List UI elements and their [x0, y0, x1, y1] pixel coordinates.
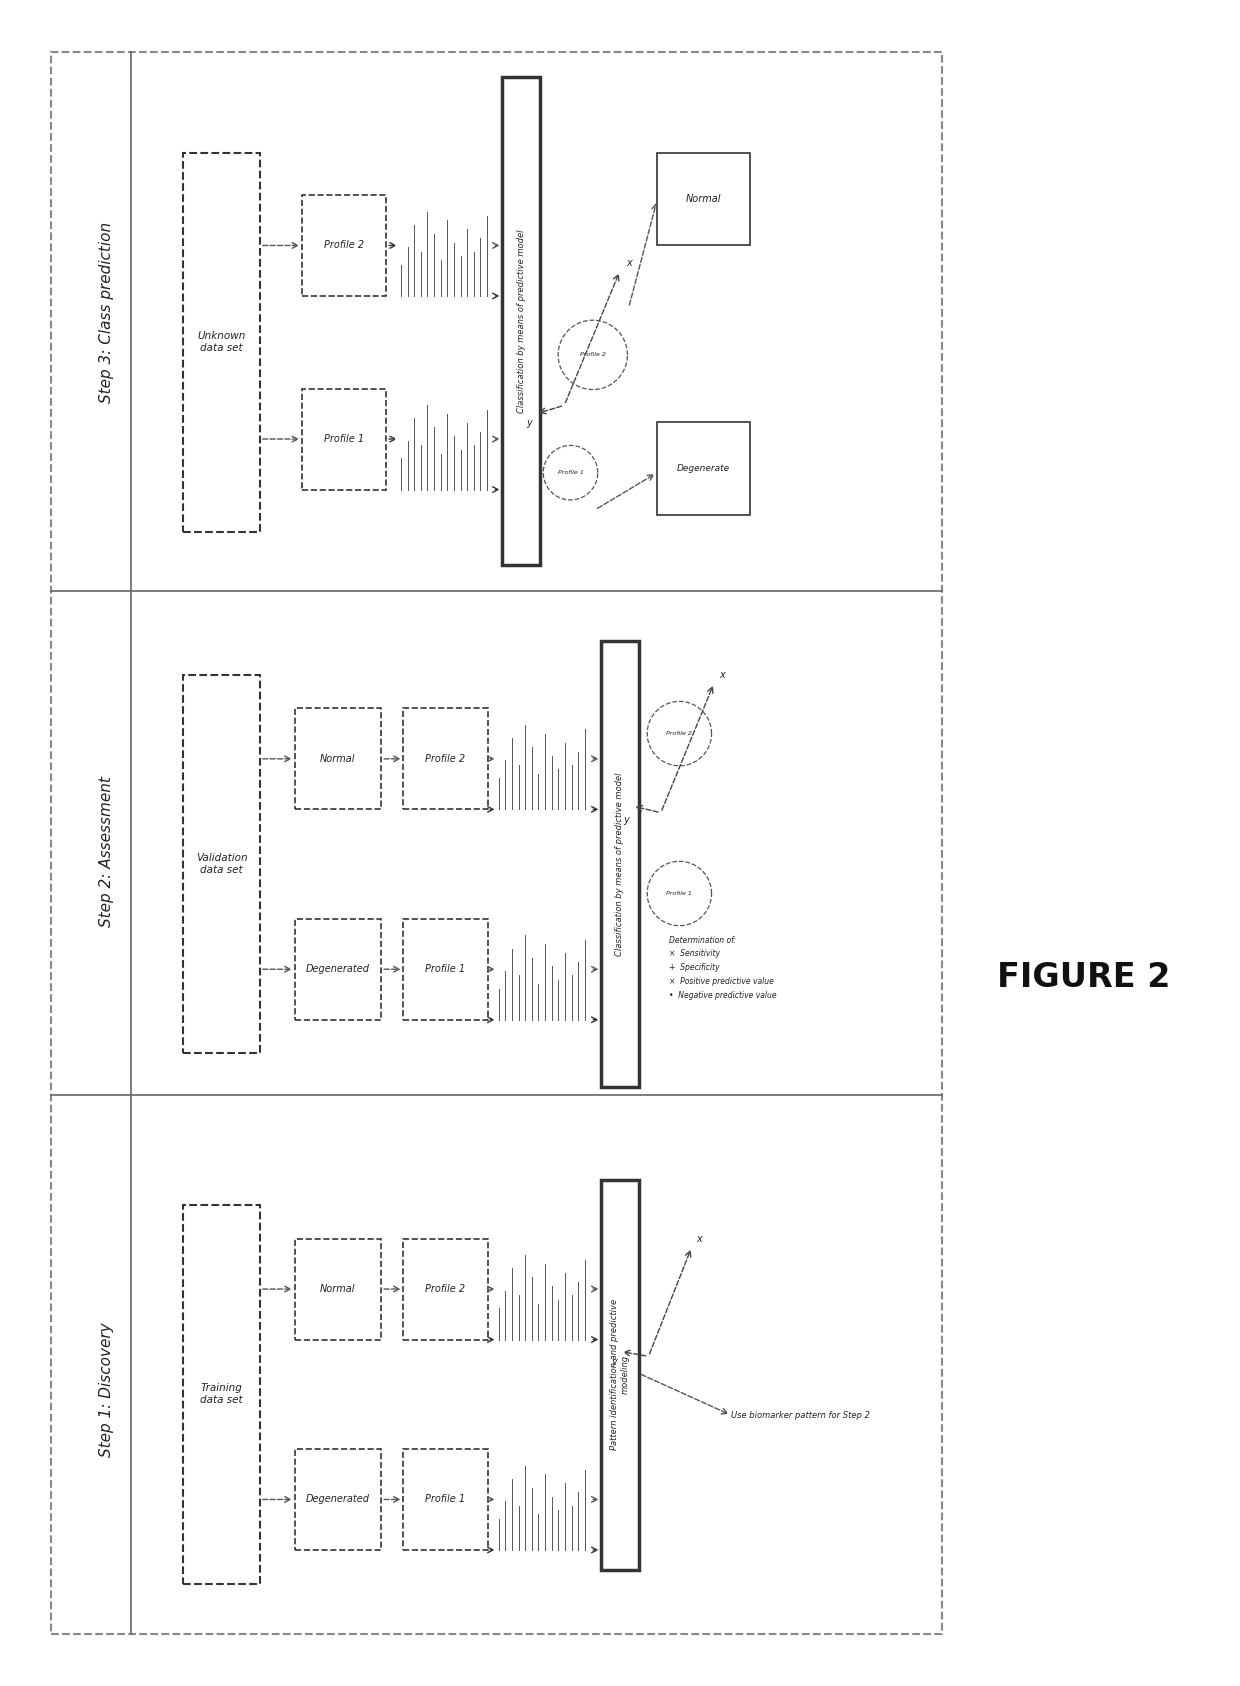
Text: y: y: [611, 1357, 618, 1367]
Text: Validation
data set: Validation data set: [196, 853, 248, 875]
Text: Step 1: Discovery: Step 1: Discovery: [99, 1324, 114, 1457]
FancyBboxPatch shape: [657, 422, 750, 514]
Text: Profile 2: Profile 2: [666, 732, 692, 737]
Text: Determination of:
×  Sensitivity
+  Specificity
×  Positive predictive value
•  : Determination of: × Sensitivity + Specif…: [670, 936, 777, 1000]
Text: Profile 1: Profile 1: [666, 890, 692, 895]
FancyBboxPatch shape: [657, 153, 750, 246]
Text: Classification by means of predictive model: Classification by means of predictive mo…: [517, 229, 526, 413]
FancyBboxPatch shape: [184, 153, 260, 531]
FancyBboxPatch shape: [184, 1205, 260, 1583]
FancyBboxPatch shape: [403, 919, 487, 1020]
FancyBboxPatch shape: [295, 1448, 381, 1549]
Text: Step 3: Class prediction: Step 3: Class prediction: [99, 223, 114, 403]
Text: Pattern identification and predictive
modeling: Pattern identification and predictive mo…: [610, 1300, 630, 1450]
FancyBboxPatch shape: [303, 196, 386, 297]
Text: Profile 1: Profile 1: [324, 433, 365, 443]
Text: FIGURE 2: FIGURE 2: [997, 961, 1171, 995]
FancyBboxPatch shape: [303, 388, 386, 489]
FancyBboxPatch shape: [502, 78, 539, 565]
FancyBboxPatch shape: [403, 1448, 487, 1549]
Text: Profile 2: Profile 2: [425, 1285, 465, 1295]
Text: Unknown
data set: Unknown data set: [197, 332, 246, 352]
Text: Degenerated: Degenerated: [306, 1494, 370, 1504]
Text: Training
data set: Training data set: [201, 1384, 243, 1404]
FancyBboxPatch shape: [295, 708, 381, 809]
Text: Degenerate: Degenerate: [677, 464, 730, 474]
Text: Profile 2: Profile 2: [324, 241, 365, 251]
Text: x: x: [697, 1234, 702, 1244]
Text: Profile 1: Profile 1: [425, 1494, 465, 1504]
Text: Degenerated: Degenerated: [306, 964, 370, 975]
FancyBboxPatch shape: [51, 52, 941, 1634]
Text: Step 2: Assessment: Step 2: Assessment: [99, 776, 114, 927]
Text: Profile 2: Profile 2: [580, 352, 605, 357]
Text: y: y: [624, 814, 630, 824]
Text: Profile 2: Profile 2: [425, 754, 465, 764]
Text: Profile 1: Profile 1: [558, 470, 584, 475]
FancyBboxPatch shape: [295, 1239, 381, 1340]
FancyBboxPatch shape: [601, 641, 639, 1087]
Text: Use biomarker pattern for Step 2: Use biomarker pattern for Step 2: [732, 1411, 870, 1420]
Text: Classification by means of predictive model: Classification by means of predictive mo…: [615, 772, 625, 956]
Text: Profile 1: Profile 1: [425, 964, 465, 975]
FancyBboxPatch shape: [601, 1180, 639, 1570]
FancyBboxPatch shape: [403, 1239, 487, 1340]
Text: Normal: Normal: [320, 754, 356, 764]
FancyBboxPatch shape: [403, 708, 487, 809]
FancyBboxPatch shape: [184, 674, 260, 1054]
FancyBboxPatch shape: [295, 919, 381, 1020]
Text: Normal: Normal: [686, 194, 722, 204]
Text: x: x: [719, 669, 724, 679]
Text: Normal: Normal: [320, 1285, 356, 1295]
Text: x: x: [626, 258, 632, 268]
Text: y: y: [526, 418, 532, 428]
